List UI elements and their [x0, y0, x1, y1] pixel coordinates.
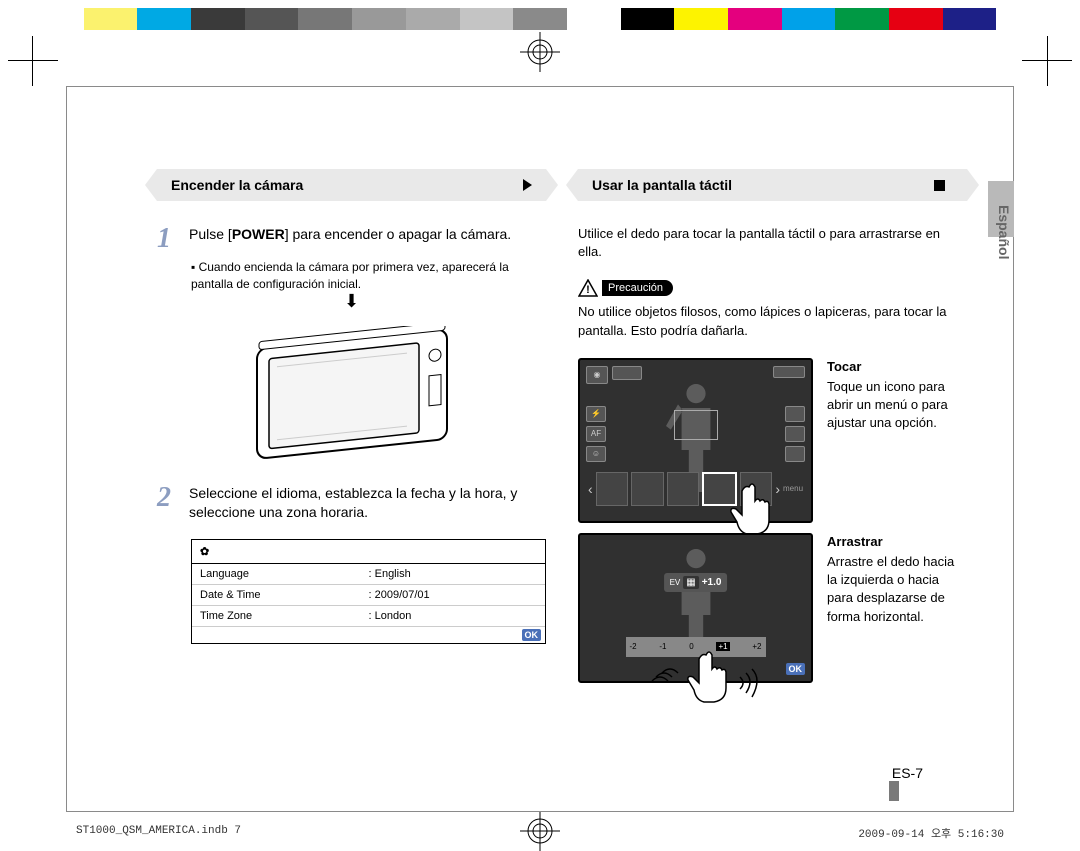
step-1: 1 Pulse [POWER] para encender o apagar l… [157, 225, 546, 253]
print-footer: ST1000_QSM_AMERICA.indb 7 2009-09-14 오후 … [76, 825, 1004, 841]
mode-icon: ◉ [586, 366, 608, 384]
registration-mark-top [520, 32, 560, 72]
crop-mark-top-left [8, 36, 58, 86]
side-icon-2 [785, 426, 805, 442]
ok-badge: OK [522, 629, 542, 641]
section-title: Usar la pantalla táctil [592, 177, 732, 193]
settings-row-timezone: Time Zone: London [192, 606, 545, 627]
footer-file: ST1000_QSM_AMERICA.indb 7 [76, 825, 241, 841]
section-header-touch: Usar la pantalla táctil [578, 169, 967, 201]
side-icon-3 [785, 446, 805, 462]
hand-tap-icon [721, 479, 781, 539]
svg-text:!: ! [586, 284, 590, 296]
page-frame: Español Encender la cámara 1 Pulse [POWE… [66, 86, 1014, 812]
step-number: 1 [157, 225, 181, 253]
tocar-text: Toque un icono para abrir un menú o para… [827, 378, 967, 433]
page-tab-mark [889, 781, 899, 801]
step-1-bullet: ▪ Cuando encienda la cámara por primera … [191, 259, 546, 293]
arrastrar-description: Arrastrar Arrastre el dedo hacia la izqu… [827, 533, 967, 683]
arrastrar-title: Arrastrar [827, 533, 967, 551]
settings-row-language: Language: English [192, 564, 545, 585]
settings-box: ✿ Language: English Date & Time: 2009/07… [191, 539, 546, 644]
triangle-right-icon [523, 179, 532, 191]
settings-gear-icon: ✿ [192, 540, 545, 564]
precaution-label: Precaución [602, 280, 673, 296]
crop-mark-top-right [1022, 36, 1072, 86]
step-2: 2 Seleccione el idioma, establezca la fe… [157, 484, 546, 523]
touch-screen-tocar: ◉ ⚡ AF ☺ ‹ › menu [578, 358, 813, 523]
camera-illustration [237, 326, 467, 466]
face-icon: ☺ [586, 446, 606, 462]
tocar-description: Tocar Toque un icono para abrir un menú … [827, 358, 967, 523]
warning-icon: ! [578, 279, 598, 297]
step-1-text: Pulse [POWER] para encender o apagar la … [189, 225, 511, 253]
section-header-power: Encender la cámara [157, 169, 546, 201]
language-label: Español [996, 205, 1012, 259]
flash-icon: ⚡ [586, 406, 606, 422]
intro-text: Utilice el dedo para tocar la pantalla t… [578, 225, 967, 261]
right-column: Usar la pantalla táctil Utilice el dedo … [578, 169, 967, 789]
step-number: 2 [157, 484, 181, 523]
af-icon: AF [586, 426, 606, 442]
arrow-down-icon: ⬇ [157, 291, 546, 312]
touch-row-arrastrar: EV ▦ +1.0 -2 -1 0 +1 +2 OK [578, 533, 967, 683]
square-mark-icon [934, 180, 945, 191]
battery-icon [773, 366, 805, 378]
footer-timestamp: 2009-09-14 오후 5:16:30 [858, 825, 1004, 841]
print-color-bar [30, 8, 1050, 30]
language-tab: Español [988, 181, 1014, 291]
tocar-title: Tocar [827, 358, 967, 376]
ev-badge: EV ▦ +1.0 [664, 573, 728, 592]
arrastrar-text: Arrastre el dedo hacia la izquierda o ha… [827, 553, 967, 626]
step-2-text: Seleccione el idioma, establezca la fech… [189, 484, 546, 523]
settings-row-datetime: Date & Time: 2009/07/01 [192, 585, 545, 606]
ok-badge: OK [786, 663, 806, 675]
left-column: Encender la cámara 1 Pulse [POWER] para … [157, 169, 546, 789]
page-number: ES-7 [892, 765, 923, 781]
touch-row-tocar: ◉ ⚡ AF ☺ ‹ › menu [578, 358, 967, 523]
size-icon [612, 366, 642, 380]
hand-drag-icon [648, 647, 768, 707]
precaution-text: No utilice objetos filosos, como lápices… [578, 303, 967, 339]
section-title: Encender la cámara [171, 177, 303, 193]
precaution-row: ! Precaución [578, 279, 967, 297]
side-icon-1 [785, 406, 805, 422]
